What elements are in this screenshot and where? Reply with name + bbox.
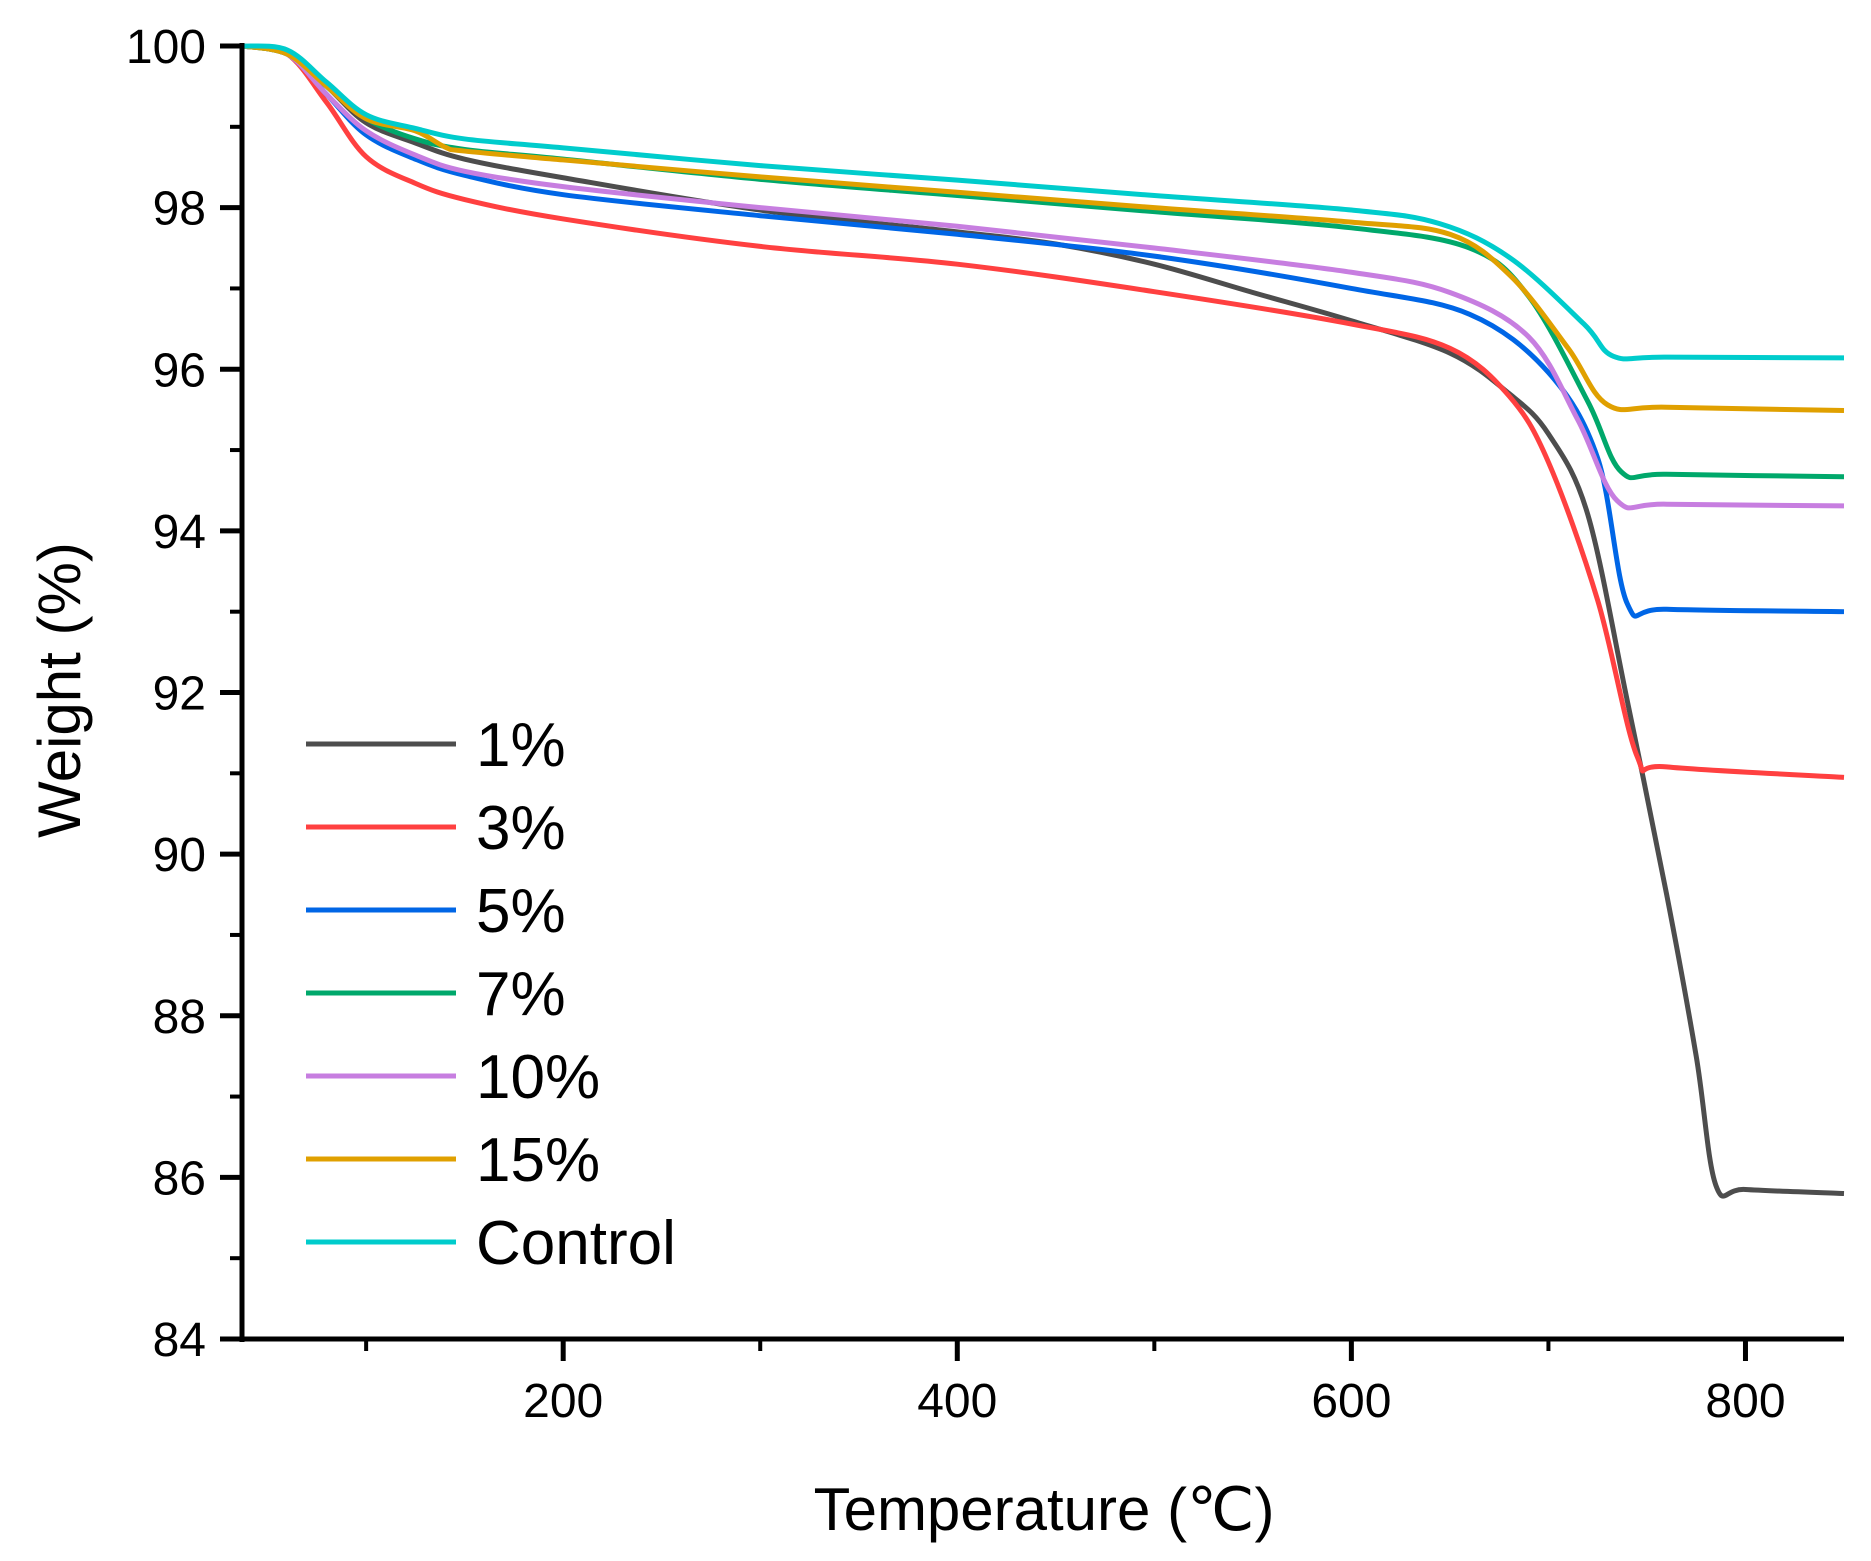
legend-label: 15% — [476, 1126, 600, 1195]
y-tick-label: 98 — [153, 183, 206, 236]
series-line-control — [241, 43, 1845, 362]
series-line-15pct — [241, 43, 1845, 413]
series-line-1pct — [241, 43, 1845, 1199]
y-tick-label: 90 — [153, 829, 206, 882]
legend: 1% 3% 5% 7% 10% 15% Control — [306, 711, 676, 1278]
legend-label: Control — [476, 1209, 676, 1278]
axes: 84 86 88 90 92 94 96 98 100 200 400 600 800 — [126, 21, 1844, 1428]
y-tick-label: 94 — [153, 506, 206, 559]
x-tick-label: 800 — [1705, 1375, 1785, 1428]
x-tick-label: 400 — [917, 1375, 997, 1428]
y-tick-label: 86 — [153, 1152, 206, 1205]
y-tick-label: 84 — [153, 1314, 206, 1367]
y-axis-title: Weight (%) — [26, 542, 93, 838]
legend-label: 10% — [476, 1043, 600, 1112]
y-tick-label: 96 — [153, 344, 206, 397]
series-line-7pct — [241, 43, 1845, 481]
x-tick-label: 600 — [1311, 1375, 1391, 1428]
y-tick-label: 92 — [153, 668, 206, 721]
series-line-3pct — [241, 43, 1845, 780]
legend-label: 1% — [476, 711, 566, 780]
y-tick-label: 100 — [126, 21, 206, 74]
series-line-10pct — [241, 43, 1845, 511]
legend-label: 3% — [476, 794, 566, 863]
x-tick-label: 200 — [523, 1375, 603, 1428]
legend-label: 5% — [476, 877, 566, 946]
legend-label: 7% — [476, 960, 566, 1029]
x-axis-title: Temperature (℃) — [814, 1476, 1275, 1543]
y-tick-label: 88 — [153, 991, 206, 1044]
series-curves — [241, 43, 1845, 1199]
series-line-5pct — [241, 43, 1845, 619]
